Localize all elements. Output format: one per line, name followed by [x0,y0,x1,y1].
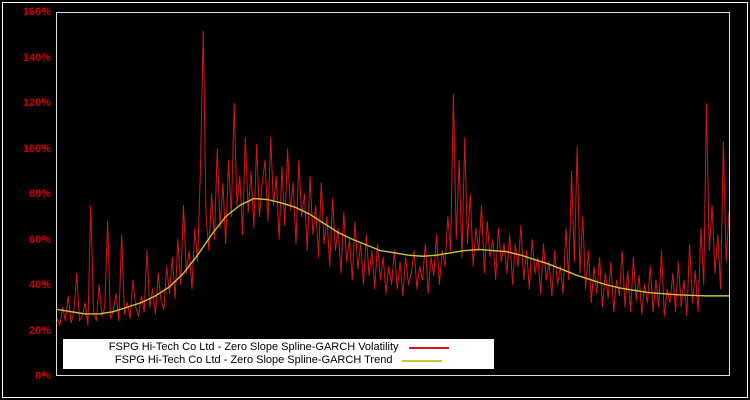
y-tick-label: 160% [22,6,51,18]
y-tick-label: 100% [22,142,51,155]
trend-line [57,199,729,314]
legend: FSPG Hi-Tech Co Ltd - Zero Slope Spline-… [63,339,495,369]
y-axis: 0% 20% 40% 60% 80% 100% 120% 140% 160% [10,6,56,382]
y-tick-label: 60% [28,233,51,246]
trend-line-sample-icon [402,359,443,362]
y-tick-label: 80% [28,188,51,200]
legend-row-trend: FSPG Hi-Tech Co Ltd - Zero Slope Spline-… [67,354,490,367]
y-tick-label: 40% [28,279,51,291]
y-tick-label: 20% [28,324,51,337]
legend-label-volatility: FSPG Hi-Tech Co Ltd - Zero Slope Spline-… [108,341,399,353]
y-tick-label: 120% [22,97,51,109]
plot-area: FSPG Hi-Tech Co Ltd - Zero Slope Spline-… [56,12,730,376]
legend-row-volatility: FSPG Hi-Tech Co Ltd - Zero Slope Spline-… [67,341,490,354]
volatility-line-sample-icon [408,346,449,349]
chart-svg [57,13,729,375]
volatility-chart: 0% 20% 40% 60% 80% 100% 120% 140% 160% FSPG Hi-T… [10,6,730,382]
legend-label-trend: FSPG Hi-Tech Co Ltd - Zero Slope Spline-… [114,354,393,366]
volatility-line [57,31,729,325]
y-tick-label: 140% [22,51,51,64]
y-tick-label: 0% [35,370,51,382]
